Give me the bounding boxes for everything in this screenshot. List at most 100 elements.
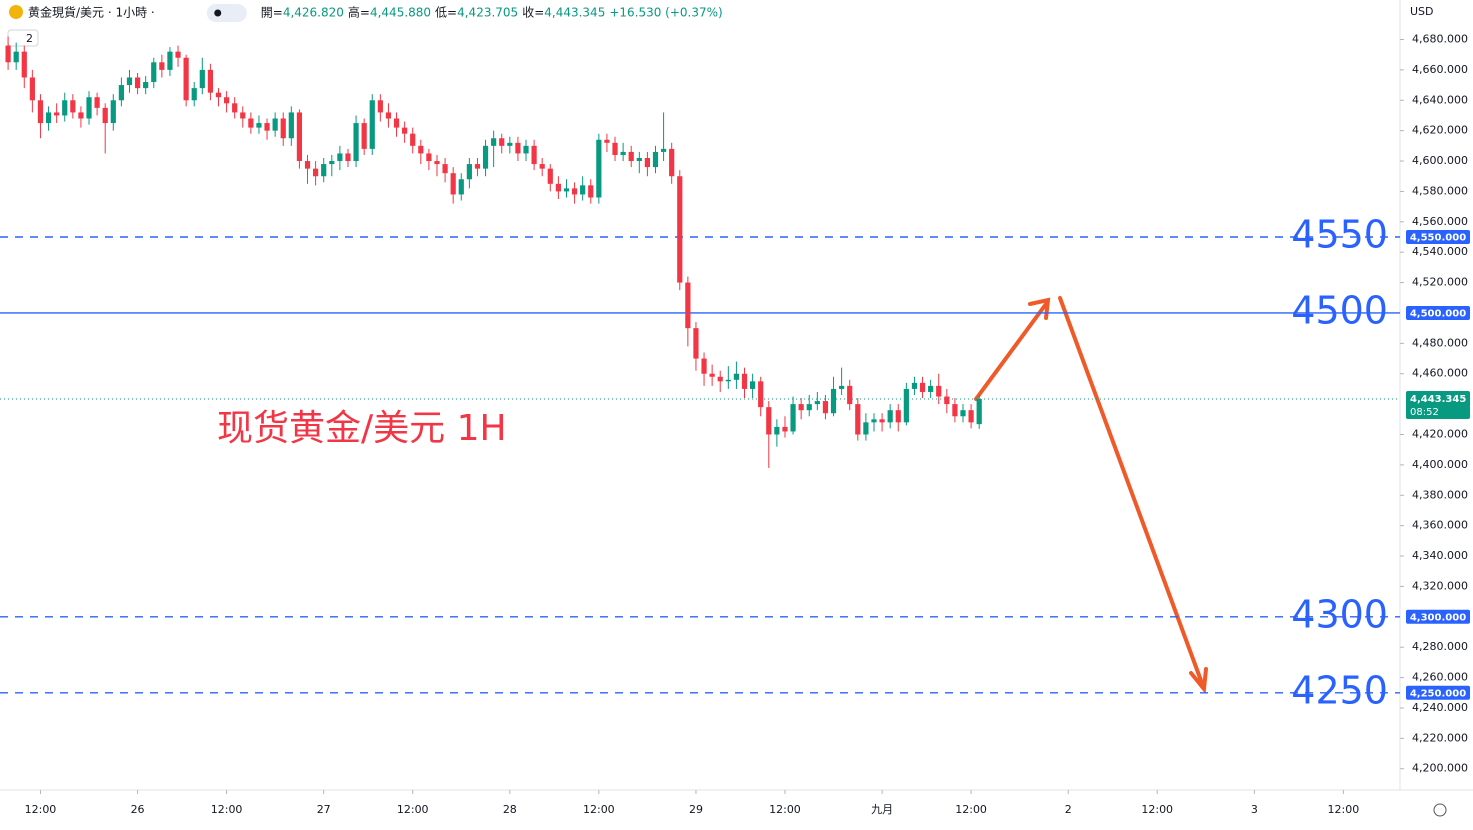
candle-body — [798, 404, 804, 411]
x-tick-label: 12:00 — [769, 803, 801, 816]
level-tag-label: 4,300.000 — [1410, 612, 1466, 623]
x-tick-label: 12:00 — [397, 803, 429, 816]
y-tick-label: 4,540.000 — [1412, 245, 1468, 258]
y-tick-label: 4,680.000 — [1412, 33, 1468, 46]
candle-body — [62, 100, 68, 116]
candle-body — [377, 100, 383, 113]
candle-body — [830, 388, 837, 414]
candle-body — [660, 148, 667, 152]
candle-body — [37, 100, 44, 124]
last-price-label: 4,443.345 — [1410, 394, 1466, 405]
candle-body — [272, 118, 278, 131]
candle-body — [102, 107, 108, 124]
candle-body — [814, 401, 820, 405]
y-tick-label: 4,240.000 — [1412, 701, 1468, 714]
candle-body — [191, 88, 197, 101]
candle-body — [78, 112, 84, 119]
candle-body — [70, 100, 76, 113]
candle-body — [952, 404, 958, 417]
candle-body — [531, 145, 537, 165]
candle-body — [685, 282, 691, 329]
x-tick-label: 3 — [1251, 803, 1258, 816]
level-tag — [1406, 230, 1470, 244]
candle-body — [588, 185, 594, 198]
level-label: 4500 — [1291, 288, 1388, 332]
ohlc-value: 4,445.880 — [370, 6, 431, 20]
candle-body — [321, 164, 327, 177]
candle-body — [903, 388, 909, 423]
x-tick-label: 27 — [317, 803, 331, 816]
candle-body — [418, 145, 424, 154]
candle-body — [474, 164, 481, 169]
annotation-title: 现货黄金/美元 1H — [217, 408, 507, 449]
candle-body — [539, 164, 545, 169]
candle-body — [126, 77, 133, 86]
candle-body — [264, 123, 270, 131]
y-tick-label: 4,400.000 — [1412, 458, 1468, 471]
candle-body — [879, 419, 885, 423]
candle-body — [426, 153, 432, 162]
candle-body — [847, 385, 853, 405]
candle-body — [652, 151, 659, 168]
change: +16.530 (+0.37%) — [609, 6, 722, 20]
candle-body — [523, 145, 529, 154]
candle-body — [928, 385, 934, 392]
candle-body — [94, 97, 100, 108]
candle-body — [709, 373, 715, 377]
candle-body — [782, 426, 788, 432]
candle-body — [499, 138, 505, 146]
settings-icon[interactable] — [1433, 803, 1447, 817]
candle-body — [110, 100, 116, 124]
currency[interactable]: USD — [1410, 5, 1434, 18]
candle-body — [280, 118, 286, 139]
x-tick-label: 12:00 — [25, 803, 57, 816]
x-tick-label: 九月 — [871, 803, 893, 816]
x-tick-label: 2 — [1065, 803, 1072, 816]
symbol-name: 黄金現貨/美元 · 1小時 · — [28, 5, 155, 20]
level-tag-label: 4,550.000 — [1410, 233, 1466, 244]
symbol-icon — [9, 5, 23, 19]
candle-body — [304, 161, 311, 169]
level-tag — [1406, 305, 1470, 320]
y-tick-label: 4,260.000 — [1412, 671, 1468, 684]
y-tick-label: 4,660.000 — [1412, 63, 1468, 76]
level-tag — [1406, 685, 1470, 700]
status-dot — [214, 9, 222, 17]
candle-body — [223, 97, 230, 104]
candle-body — [353, 123, 359, 162]
candle-body — [232, 103, 238, 113]
indicator-box[interactable] — [7, 29, 39, 47]
candle-body — [774, 426, 780, 435]
candle-body — [693, 328, 699, 359]
candle-body — [29, 77, 35, 101]
candle-body — [45, 112, 52, 124]
y-tick-label: 4,360.000 — [1412, 519, 1468, 532]
level-label: 4250 — [1291, 668, 1388, 712]
candle-body — [563, 188, 570, 192]
y-tick-label: 4,560.000 — [1412, 215, 1468, 228]
candle-body — [677, 176, 683, 283]
candle-body — [936, 385, 942, 397]
candle-body — [134, 77, 141, 89]
ohlc-key: 收= — [522, 6, 544, 20]
candle-body — [207, 69, 214, 93]
arrow-down — [1058, 296, 1205, 688]
status-pill — [206, 4, 247, 22]
candle-body — [434, 161, 440, 165]
y-tick-label: 4,640.000 — [1412, 93, 1468, 106]
candle-body — [183, 57, 189, 101]
candle-body — [701, 358, 707, 374]
candle-body — [628, 151, 634, 162]
candle-body — [580, 185, 586, 195]
candle-body — [482, 145, 489, 169]
candle-body — [402, 127, 408, 134]
candle-body — [806, 404, 812, 411]
candle-body — [450, 173, 456, 195]
candle-body — [758, 381, 764, 408]
candle-body — [515, 142, 521, 154]
candle-body — [393, 118, 400, 128]
x-tick-label: 29 — [689, 803, 703, 816]
candle-body — [636, 158, 642, 162]
